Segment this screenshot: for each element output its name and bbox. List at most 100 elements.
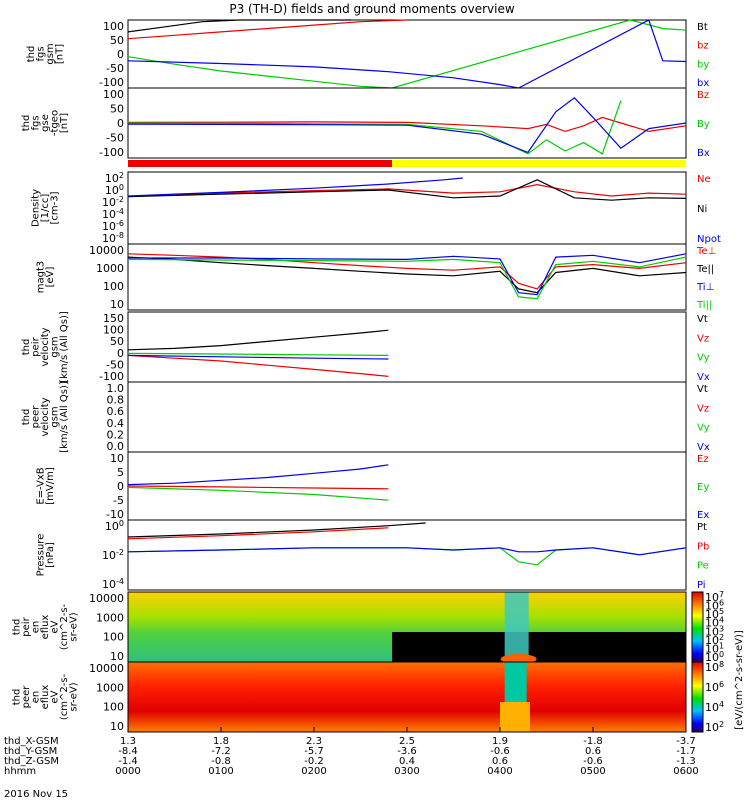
y-tick-label: 100 — [103, 20, 124, 33]
colorbar-label: [eV/(cm^2-s-sr-eV)] — [734, 630, 745, 730]
y-axis-label: [km/s (All Qs)] — [59, 381, 70, 453]
y-tick-label: -50 — [106, 132, 124, 145]
x-tick-label-z: 0.6 — [492, 756, 508, 767]
y-tick-label: 10-8 — [102, 231, 124, 245]
y-tick-label: -100 — [99, 76, 124, 89]
y-axis-label: thd — [21, 409, 32, 426]
y-tick-label: -50 — [106, 62, 124, 75]
y-tick-label: 0.4 — [107, 417, 125, 430]
legend-entry: Ne — [697, 174, 711, 185]
legend-entry: bz — [697, 41, 709, 52]
panel-density: Density[1/cc][cm-3] 10210010-210-410-610-… — [31, 171, 721, 245]
y-axis-label: sr-eV) — [69, 612, 80, 641]
y-tick-label: 100 — [103, 701, 124, 714]
y-axis-label: velocity — [40, 397, 51, 436]
y-axis-label: eV — [50, 690, 61, 703]
mode-bar-segment — [392, 160, 686, 167]
y-tick-label: 100 — [103, 88, 124, 101]
y-tick-label: 0.8 — [107, 394, 125, 407]
legend-entry: Npot — [697, 234, 721, 245]
y-tick-label: 100 — [103, 280, 124, 293]
y-tick-label: 0.6 — [107, 405, 125, 418]
y-axis-label: gsm — [50, 406, 61, 427]
legend-entry: Vy — [697, 423, 710, 434]
colorbar-tick-label: 102 — [705, 720, 724, 734]
legend-entry: Vx — [697, 372, 710, 383]
legend-entry: Ti|| — [696, 300, 712, 311]
x-tick-label-y: 0.6 — [585, 746, 601, 757]
legend-entry: Ti⊥ — [696, 282, 714, 293]
legend-entry: Bz — [697, 90, 709, 101]
y-axis-label: Pressure — [35, 534, 46, 577]
series-line-Bt — [127, 19, 352, 33]
y-axis-label: [nT] — [59, 113, 70, 133]
x-tick-label-hhmm: 0400 — [487, 766, 512, 777]
series-line-Ey — [127, 486, 389, 501]
legend-entry: Pt — [697, 522, 707, 533]
series-line-Vx — [127, 354, 389, 360]
y-tick-label: -100 — [99, 370, 124, 383]
panel-pressure: Pressure[nPa] 100 10-2 10-4 Pt Pb Pe Pi — [35, 519, 709, 591]
y-axis-label: peir — [21, 616, 32, 636]
y-axis-label: [eV] — [45, 267, 56, 288]
colorbar-tick-label: 106 — [705, 680, 724, 694]
series-line-Vt — [127, 329, 389, 351]
x-tick-label-hhmm: 0100 — [208, 766, 233, 777]
mode-bar-segment — [128, 160, 393, 167]
legend-entry: Ey — [697, 482, 709, 493]
legend-entry: Vy — [697, 353, 710, 364]
x-tick-label-y: -8.4 — [118, 746, 138, 757]
y-tick-label: 1000 — [96, 262, 124, 275]
panel-temperature: magt3[eV] 10000 1000 100 10 Te⊥ Te|| Ti⊥ Ti|| — [35, 243, 716, 311]
y-tick-label: 10-4 — [102, 207, 124, 221]
series-line-Pi — [127, 547, 687, 556]
time-axis: thd_X-GSMthd_Y-GSMthd_Z-GSMhhmm1.3-8.4-1… — [4, 727, 699, 777]
legend-entry: Vz — [697, 333, 709, 344]
y-tick-label: 10 — [110, 298, 124, 311]
series-line-Vy — [127, 352, 389, 356]
y-axis-label: gsm — [45, 43, 56, 64]
legend-entry: Pb — [697, 541, 709, 552]
y-axis-label: [nPa] — [45, 542, 56, 568]
colorbar-tick-label: 102 — [705, 633, 724, 647]
x-tick-label-x: -3.7 — [676, 736, 696, 747]
x-tick-label-x: 1.9 — [492, 736, 508, 747]
x-tick-label-hhmm: 0000 — [115, 766, 140, 777]
colorbar-tick-label: 105 — [705, 607, 724, 621]
legend-entry: Ez — [697, 454, 709, 465]
legend-entry: Pi — [697, 580, 706, 591]
y-tick-label: -100 — [99, 146, 124, 159]
y-tick-label: 10-2 — [102, 195, 124, 209]
y-axis-label: peer — [21, 685, 32, 709]
y-tick-label: 10000 — [89, 592, 124, 605]
x-tick-label-y: -0.6 — [490, 746, 510, 757]
series-line-by — [127, 19, 687, 89]
legend-entry: bx — [697, 78, 709, 89]
series-line-Ex — [127, 464, 389, 486]
x-axis-row-label: hhmm — [4, 766, 36, 777]
legend-entry: Bx — [697, 148, 710, 159]
y-axis-label: peir — [31, 336, 42, 356]
x-axis-row-label: thd_X-GSM — [4, 736, 59, 747]
electron-low-band — [500, 702, 530, 732]
x-tick-label-x: 2.3 — [306, 736, 322, 747]
y-tick-label: 102 — [105, 171, 124, 185]
series-line-Ti⊥ — [128, 253, 687, 296]
colorbar-tick-label: 107 — [705, 590, 724, 604]
y-axis-label: thd — [26, 46, 37, 63]
y-axis-label: E=-VxB — [35, 467, 46, 504]
y-tick-label: 10 — [110, 452, 124, 465]
x-tick-label-x: -1.8 — [583, 736, 603, 747]
x-axis-row-label: thd_Z-GSM — [4, 756, 59, 767]
electron-energetic-band — [504, 662, 527, 702]
y-tick-label: 0.2 — [107, 428, 125, 441]
mode-bar — [128, 160, 686, 167]
y-tick-label: 0 — [117, 347, 124, 360]
series-line-Te|| — [127, 256, 687, 294]
